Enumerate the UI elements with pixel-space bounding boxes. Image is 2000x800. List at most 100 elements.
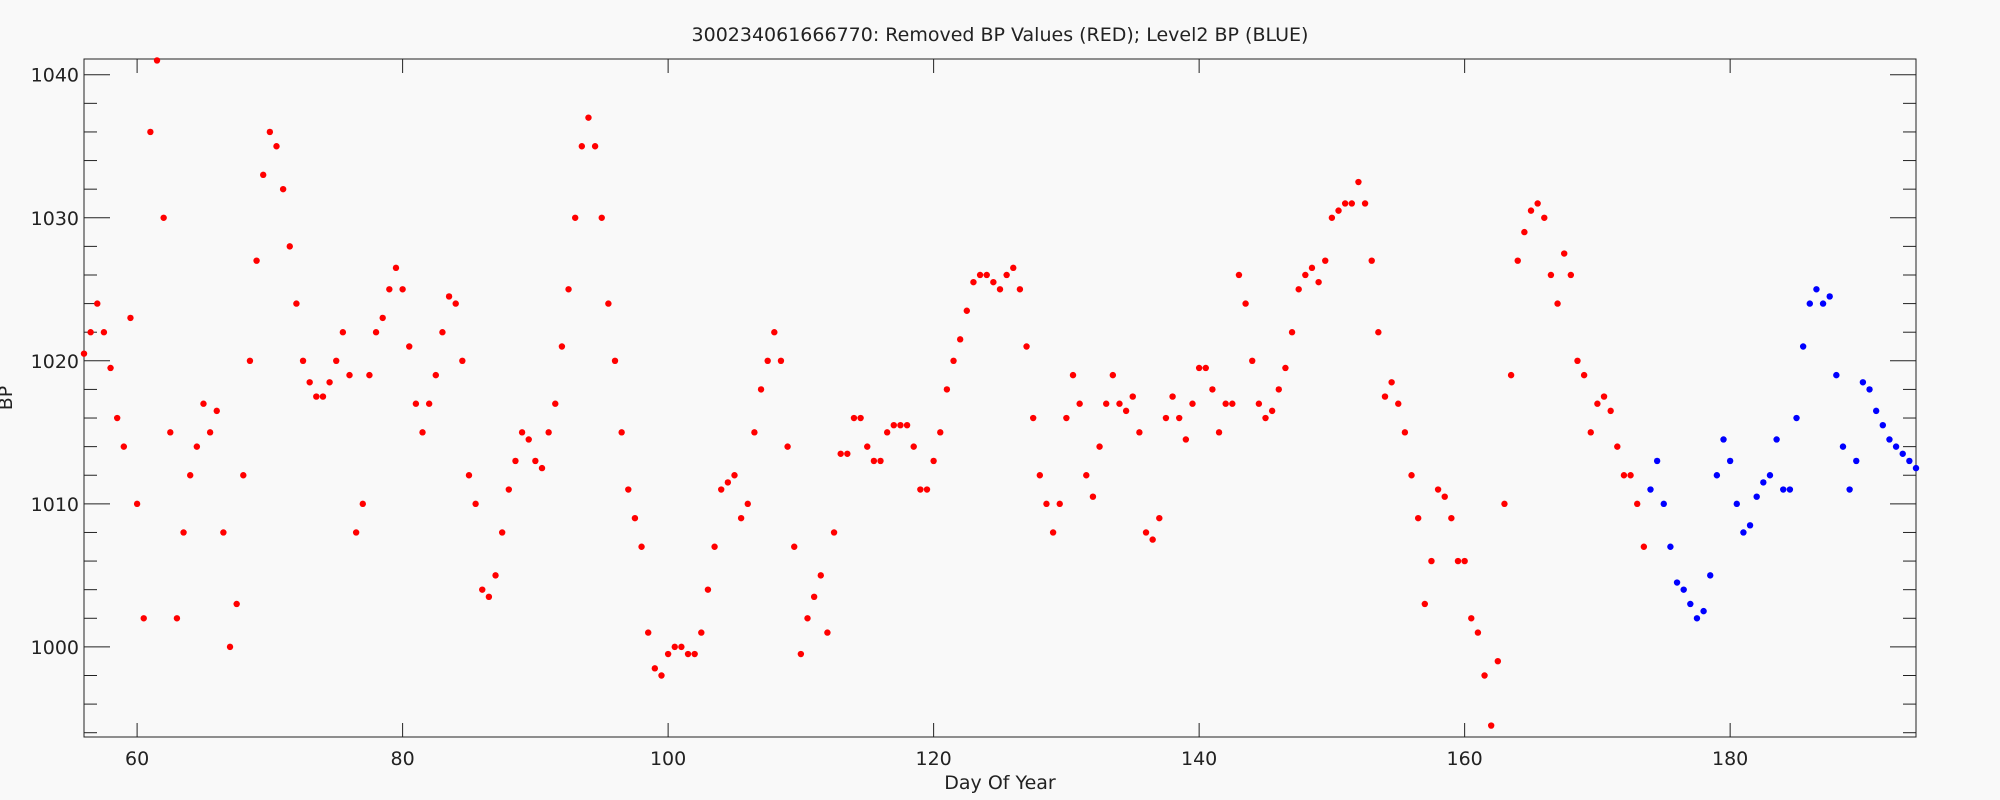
data-point [465,472,473,479]
data-point [233,600,240,608]
data-point [1222,400,1229,407]
data-point [319,393,327,400]
data-point [1434,486,1442,493]
data-point [1521,228,1528,236]
data-point [976,271,984,279]
data-point [140,615,147,622]
data-point [1600,393,1608,400]
data-point [1275,386,1282,393]
data-point [1249,357,1256,365]
x-axis-label: Day Of Year [944,772,1056,794]
data-point [956,336,964,343]
data-point [963,307,971,314]
data-point [1202,364,1209,372]
data-point [724,479,732,486]
data-point [1892,443,1900,450]
y-tick-label: 1040 [31,65,79,87]
data-point [1594,400,1601,407]
data-point [512,457,519,465]
data-point [737,514,745,522]
data-point [930,457,937,465]
data-point [777,357,785,365]
data-point [1660,500,1667,508]
data-point [996,286,1004,293]
data-point [1507,371,1515,379]
data-point [1859,379,1867,386]
data-point [107,364,114,372]
data-point [452,300,459,307]
data-point [1806,300,1813,307]
data-point [326,379,333,386]
data-point [246,357,254,365]
data-point [618,429,625,436]
data-point [645,629,652,636]
data-point [1388,379,1395,386]
data-point [1448,514,1455,522]
data-point [1268,407,1276,415]
data-point [1408,472,1415,479]
y-tick-label: 1020 [31,351,79,373]
data-point [565,286,572,293]
data-point [306,379,313,386]
data-point [1136,429,1143,436]
data-point [1341,200,1349,207]
data-point [366,371,373,379]
data-point [1348,200,1355,207]
data-point [1142,529,1150,536]
y-tick-label: 1030 [31,208,79,230]
data-point [1368,257,1375,264]
data-point [545,429,552,436]
data-point [664,650,672,658]
data-point [432,371,439,379]
data-point [1906,457,1913,465]
data-point [870,457,878,465]
data-point [445,293,453,300]
data-point [1846,486,1853,493]
data-point [133,500,141,508]
data-point [1746,522,1754,529]
data-point [1853,457,1860,465]
data-point [293,300,300,307]
data-point [1687,600,1694,608]
data-point [877,457,884,465]
data-point [1421,600,1429,608]
data-point [625,486,632,493]
data-point [897,421,904,429]
data-point [698,629,705,636]
data-point [1302,271,1309,279]
data-point [532,457,539,465]
data-point [425,400,433,407]
data-point [558,343,566,350]
data-point [903,421,911,429]
data-point [1866,386,1873,393]
data-point [1786,486,1794,493]
data-point [127,314,134,322]
data-point [1799,343,1807,350]
data-point [153,57,161,64]
data-point [1288,329,1296,336]
data-point [240,472,247,479]
data-point [379,314,386,322]
data-point [1561,250,1568,257]
y-tick-label: 1010 [31,494,79,516]
data-point [1235,271,1243,279]
data-point [1740,529,1747,536]
data-point [1574,357,1581,365]
plot-frame [83,58,1917,738]
data-point [1587,429,1594,436]
data-point [226,643,234,651]
data-point [1189,400,1196,407]
data-point [691,650,698,658]
data-point [266,128,274,136]
data-point [1063,414,1070,422]
data-point [1514,257,1521,264]
data-point [585,114,592,121]
data-point [279,185,287,193]
data-point [1813,286,1820,293]
data-point [1282,364,1289,372]
data-point [1308,264,1316,272]
data-point [485,593,493,601]
data-point [830,529,838,536]
